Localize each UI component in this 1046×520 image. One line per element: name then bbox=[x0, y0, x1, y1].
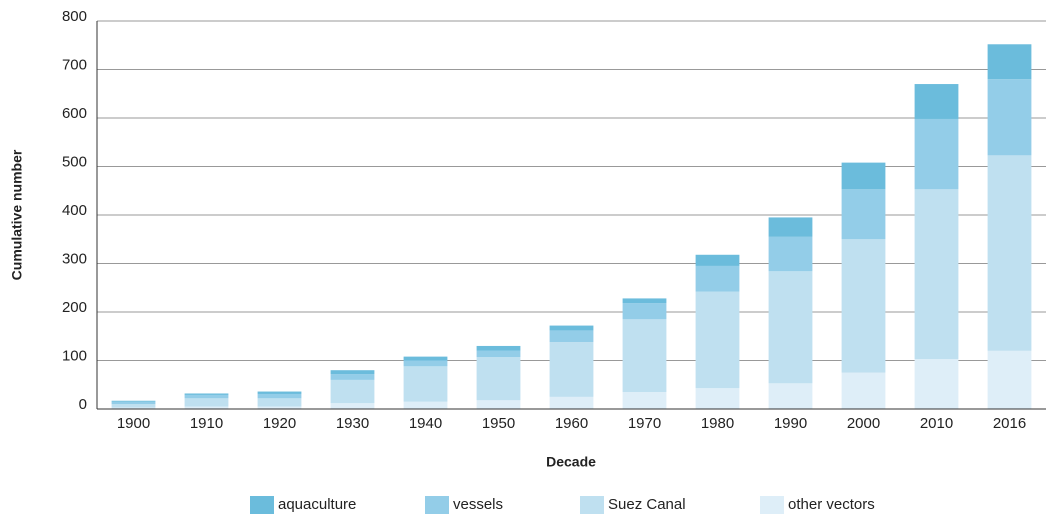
bar-segment bbox=[330, 379, 375, 404]
x-tick-label: 1910 bbox=[190, 415, 223, 432]
bar-segment bbox=[914, 189, 959, 360]
x-tick-label: 1930 bbox=[336, 415, 369, 432]
bar-segment bbox=[987, 79, 1032, 156]
bar-segment bbox=[184, 398, 229, 407]
bar-segment bbox=[403, 366, 448, 402]
y-tick-label: 500 bbox=[62, 153, 87, 170]
bar-segment bbox=[184, 394, 229, 399]
bar-segment bbox=[549, 330, 594, 343]
bar-segment bbox=[403, 401, 448, 409]
bar-segment bbox=[111, 400, 156, 402]
bar-segment bbox=[330, 374, 375, 380]
y-tick-label: 400 bbox=[62, 202, 87, 219]
bar-segment bbox=[257, 393, 302, 399]
bar-segment bbox=[257, 391, 302, 394]
bar-segment bbox=[768, 236, 813, 272]
x-tick-label: 2000 bbox=[847, 415, 880, 432]
y-tick-label: 200 bbox=[62, 299, 87, 316]
bar-segment bbox=[987, 350, 1032, 409]
bar-segment bbox=[549, 396, 594, 409]
bar-segment bbox=[622, 303, 667, 320]
x-tick-label: 1920 bbox=[263, 415, 296, 432]
bar-segment bbox=[403, 356, 448, 361]
x-tick-label: 1940 bbox=[409, 415, 442, 432]
x-tick-label: 1980 bbox=[701, 415, 734, 432]
x-tick-label: 1960 bbox=[555, 415, 588, 432]
bar-segment bbox=[695, 265, 740, 292]
bar-segment bbox=[841, 372, 886, 409]
y-tick-label: 700 bbox=[62, 56, 87, 73]
bar-segment bbox=[111, 407, 156, 409]
y-tick-label: 800 bbox=[62, 8, 87, 25]
bar-segment bbox=[549, 342, 594, 397]
bar-segment bbox=[257, 398, 302, 407]
bar-segment bbox=[476, 350, 521, 358]
bar-segment bbox=[987, 155, 1032, 351]
x-axis-title: Decade bbox=[546, 454, 596, 470]
bar-segment bbox=[622, 392, 667, 409]
bar-segment bbox=[330, 403, 375, 409]
bar-segment bbox=[768, 217, 813, 237]
bar-segment bbox=[111, 401, 156, 405]
bar-segment bbox=[622, 319, 667, 393]
bar-segment bbox=[841, 239, 886, 373]
bar-segment bbox=[330, 370, 375, 375]
x-tick-label: 2010 bbox=[920, 415, 953, 432]
bar-segment bbox=[476, 400, 521, 409]
bar-segment bbox=[841, 189, 886, 240]
legend-swatch bbox=[760, 496, 784, 514]
legend-swatch bbox=[250, 496, 274, 514]
legend-label: other vectors bbox=[788, 496, 875, 513]
bar-segment bbox=[768, 271, 813, 384]
legend-label: Suez Canal bbox=[608, 496, 686, 513]
legend-label: vessels bbox=[453, 496, 503, 513]
y-tick-label: 600 bbox=[62, 105, 87, 122]
x-tick-label: 1900 bbox=[117, 415, 150, 432]
bar-segment bbox=[695, 388, 740, 409]
bar-segment bbox=[403, 360, 448, 367]
x-tick-label: 1950 bbox=[482, 415, 515, 432]
bar-segment bbox=[476, 357, 521, 401]
bar-segment bbox=[914, 118, 959, 190]
y-tick-label: 0 bbox=[79, 396, 87, 413]
x-tick-label: 2016 bbox=[993, 415, 1026, 432]
legend-swatch bbox=[425, 496, 449, 514]
bar-segment bbox=[549, 325, 594, 331]
bar-segment bbox=[914, 359, 959, 409]
bar-segment bbox=[841, 162, 886, 190]
y-tick-label: 100 bbox=[62, 347, 87, 364]
x-tick-label: 1970 bbox=[628, 415, 661, 432]
bar-segment bbox=[476, 345, 521, 351]
bar-segment bbox=[695, 254, 740, 266]
legend-label: aquaculture bbox=[278, 496, 356, 513]
y-tick-label: 300 bbox=[62, 250, 87, 267]
bar-segment bbox=[184, 406, 229, 409]
bar-segment bbox=[914, 84, 959, 119]
bar-segment bbox=[184, 393, 229, 395]
bar-segment bbox=[695, 291, 740, 389]
bar-segment bbox=[768, 383, 813, 409]
bar-segment bbox=[257, 406, 302, 409]
x-tick-label: 1990 bbox=[774, 415, 807, 432]
legend-swatch bbox=[580, 496, 604, 514]
bar-segment bbox=[622, 298, 667, 304]
y-axis-title: Cumulative number bbox=[9, 149, 25, 280]
bar-segment bbox=[111, 404, 156, 408]
bar-segment bbox=[987, 44, 1032, 80]
